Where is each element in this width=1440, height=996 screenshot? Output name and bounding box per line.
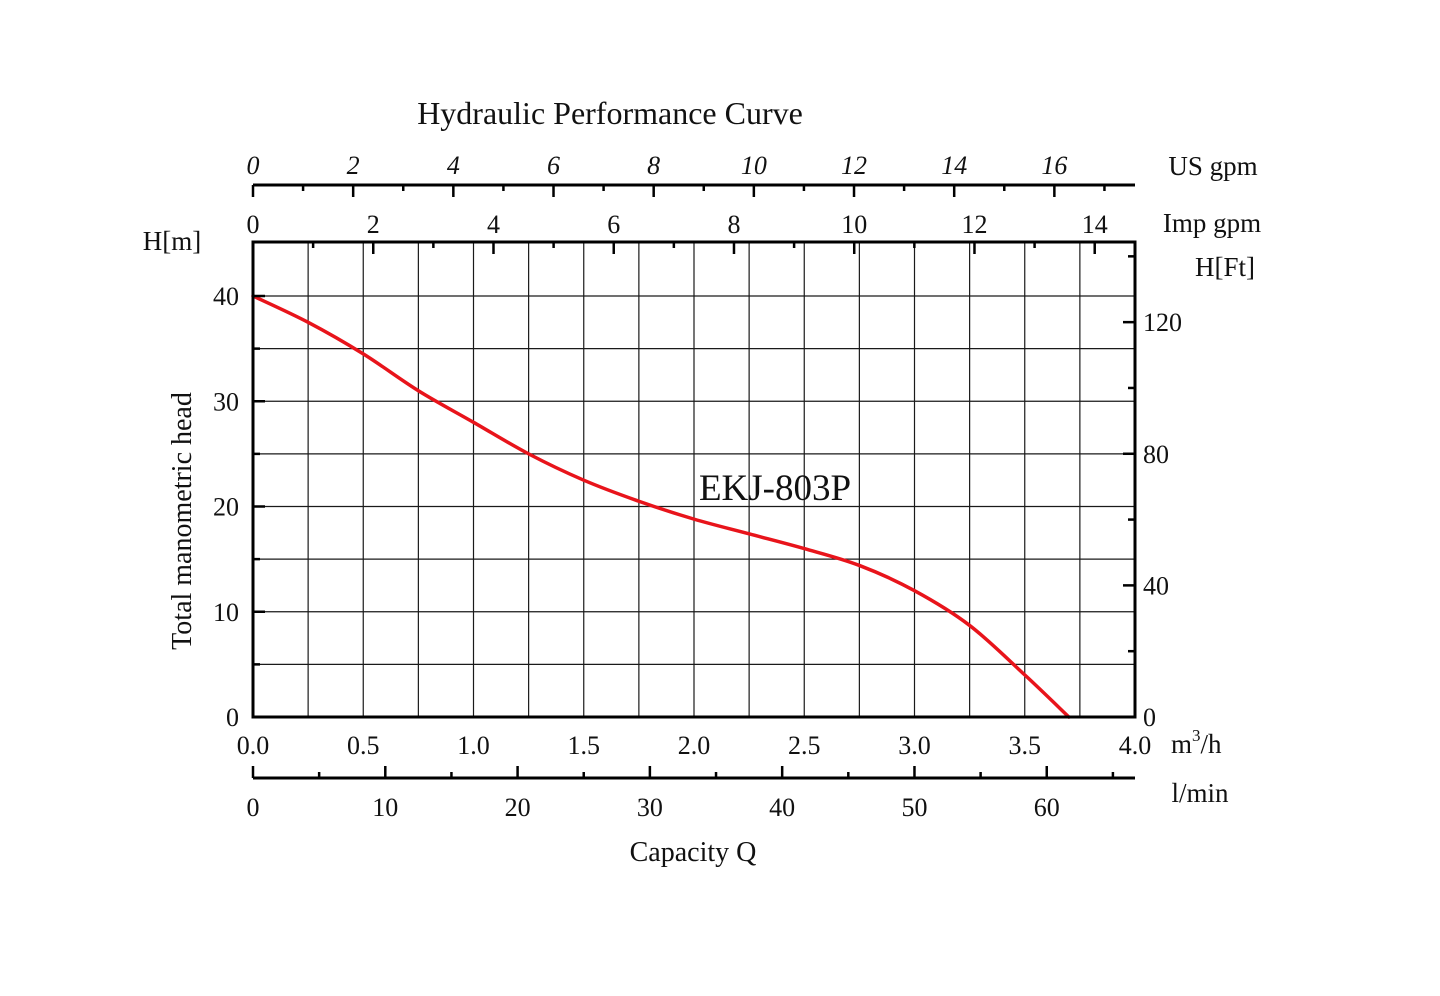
x-tick-label-m3h: 2.5 <box>788 731 821 760</box>
x-tick-label-usgpm: 12 <box>841 151 867 180</box>
x-tick-label-usgpm: 2 <box>347 151 360 180</box>
x-tick-label-impgpm: 6 <box>607 210 620 239</box>
y-tick-label-ft: 120 <box>1143 308 1182 337</box>
y-tick-label-m: 0 <box>226 703 239 732</box>
y-tick-label-m: 30 <box>213 387 239 416</box>
x-tick-label-lmin: 0 <box>247 793 260 822</box>
x-unit-m3h-sup: 3 <box>1192 726 1201 745</box>
x-unit-m3h: m3/h <box>1171 726 1222 759</box>
x-tick-label-m3h: 3.0 <box>898 731 931 760</box>
y-tick-label-m: 20 <box>213 493 239 522</box>
x-tick-label-impgpm: 14 <box>1082 210 1108 239</box>
x-unit-lmin: l/min <box>1171 778 1229 808</box>
x-tick-label-impgpm: 8 <box>727 210 740 239</box>
y-unit-m: H[m] <box>143 226 201 256</box>
x-tick-label-usgpm: 0 <box>247 151 260 180</box>
x-tick-label-usgpm: 4 <box>447 151 460 180</box>
x-tick-label-m3h: 0.0 <box>237 731 270 760</box>
x-tick-label-m3h: 2.0 <box>678 731 711 760</box>
x-tick-label-lmin: 10 <box>372 793 398 822</box>
y-tick-label-ft: 80 <box>1143 440 1169 469</box>
x-tick-label-usgpm: 16 <box>1041 151 1067 180</box>
axis-labels: 0.0 0.5 1.0 1.5 2.0 2.5 3.0 3.5 4.00102030400408… <box>213 151 1182 822</box>
grid-lines <box>253 242 1135 717</box>
x-tick-label-m3h: 0.5 <box>347 731 380 760</box>
y-tick-label-m: 40 <box>213 282 239 311</box>
x-tick-label-impgpm: 4 <box>487 210 500 239</box>
model-label: EKJ-803P <box>699 468 851 509</box>
y-unit-ft: H[Ft] <box>1195 252 1255 282</box>
x-unit-m3h-rest: /h <box>1201 729 1223 759</box>
axes <box>251 183 1137 780</box>
x-tick-label-m3h: 1.0 <box>457 731 490 760</box>
x-tick-label-usgpm: 10 <box>741 151 767 180</box>
x-unit-impgpm: Imp gpm <box>1163 208 1261 238</box>
y-tick-label-ft: 40 <box>1143 571 1169 600</box>
x-tick-label-usgpm: 6 <box>547 151 560 180</box>
x-tick-label-lmin: 40 <box>769 793 795 822</box>
plot-frame <box>251 240 1137 719</box>
x-tick-label-lmin: 30 <box>637 793 663 822</box>
x-tick-label-impgpm: 10 <box>841 210 867 239</box>
x-tick-label-usgpm: 14 <box>941 151 967 180</box>
x-tick-label-m3h: 4.0 <box>1119 731 1152 760</box>
x-unit-usgpm: US gpm <box>1168 151 1257 181</box>
x-tick-label-lmin: 60 <box>1034 793 1060 822</box>
y-tick-label-ft: 0 <box>1143 703 1156 732</box>
x-axis-title: Capacity Q <box>630 837 757 868</box>
x-tick-label-m3h: 3.5 <box>1009 731 1042 760</box>
x-tick-label-impgpm: 12 <box>961 210 987 239</box>
x-tick-label-impgpm: 2 <box>367 210 380 239</box>
x-unit-m3h-base: m <box>1171 729 1192 759</box>
x-tick-label-lmin: 50 <box>901 793 927 822</box>
series-line-ekj-803p <box>251 294 1071 719</box>
y-axis-title: Total manometric head <box>167 392 198 650</box>
x-tick-label-lmin: 20 <box>505 793 531 822</box>
y-tick-label-m: 10 <box>213 598 239 627</box>
x-tick-label-impgpm: 0 <box>247 210 260 239</box>
x-tick-label-usgpm: 8 <box>647 151 660 180</box>
chart-title: Hydraulic Performance Curve <box>417 95 803 131</box>
x-tick-label-m3h: 1.5 <box>568 731 601 760</box>
curve-layer <box>251 294 1071 719</box>
